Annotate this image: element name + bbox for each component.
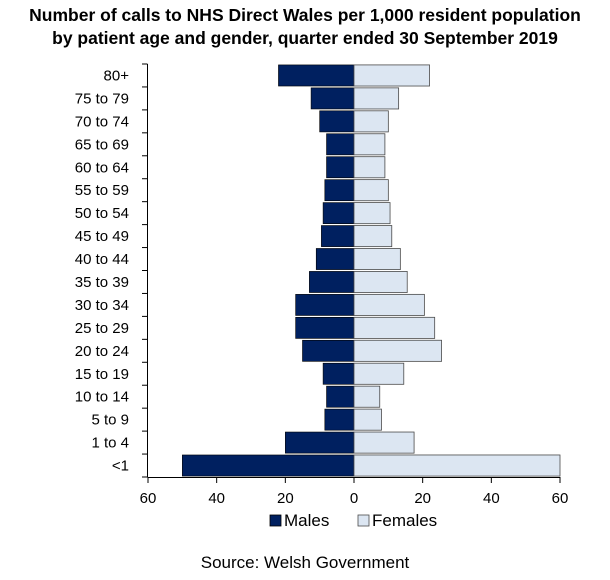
- legend: Males Females: [269, 511, 437, 530]
- bar-females-4: [353, 156, 386, 179]
- bar-males-16: [285, 431, 355, 454]
- y-tick-label: 75 to 79: [75, 90, 129, 107]
- bar-males-14: [326, 385, 355, 408]
- x-tick-label: 40: [483, 490, 500, 507]
- y-tick-label: 35 to 39: [75, 274, 129, 291]
- y-axis-labels: 80+ 75 to 79 70 to 74 65 to 69 60 to 64 55 to…: [75, 67, 129, 474]
- bar-females-15: [353, 408, 382, 431]
- bar-males-0: [278, 64, 355, 87]
- x-tick-label: 40: [208, 490, 225, 507]
- bar-males-11: [295, 317, 355, 339]
- bar-females-13: [353, 362, 405, 385]
- bar-females-1: [353, 87, 400, 110]
- bar-males-10: [295, 294, 355, 316]
- y-tick-label: 80+: [104, 67, 130, 84]
- bar-males-5: [324, 179, 355, 202]
- legend-swatch-females: [357, 514, 370, 527]
- bar-females-8: [353, 248, 401, 270]
- bar-females-2: [353, 110, 389, 133]
- y-tick-label: 60 to 64: [75, 159, 129, 176]
- bar-females-5: [353, 179, 389, 202]
- y-tick-label: 45 to 49: [75, 228, 129, 245]
- y-tick-label: 20 to 24: [75, 343, 129, 360]
- bar-females-7: [353, 225, 393, 248]
- bar-females-14: [353, 385, 381, 408]
- y-tick-label: 10 to 14: [75, 389, 129, 406]
- bar-females-10: [353, 293, 425, 316]
- y-tick-label: 1 to 4: [91, 435, 129, 452]
- bar-females-9: [353, 271, 408, 293]
- y-tick-label: 50 to 54: [75, 205, 129, 222]
- bar-females-17: [353, 454, 561, 477]
- bar-females-0: [353, 64, 430, 87]
- legend-label-males: Males: [284, 511, 329, 530]
- x-axis-labels: 60 40 20 0 20 40 60: [140, 490, 569, 507]
- y-tick-label: 55 to 59: [75, 182, 129, 199]
- x-tick-label: 60: [552, 490, 569, 507]
- x-tick-label: 20: [414, 490, 431, 507]
- bar-females-12: [353, 339, 442, 362]
- y-tick-label: 25 to 29: [75, 320, 129, 337]
- bar-males-8: [315, 248, 355, 270]
- y-tick-label: 15 to 19: [75, 366, 129, 383]
- bar-males-6: [322, 202, 355, 224]
- bar-males-13: [322, 362, 355, 385]
- legend-swatch-males: [269, 514, 282, 527]
- bar-males-12: [302, 339, 355, 362]
- bar-males-3: [326, 133, 355, 156]
- bars-layer: [182, 64, 561, 477]
- bar-males-17: [182, 454, 355, 477]
- chart-title: Number of calls to NHS Direct Wales per …: [0, 4, 610, 50]
- bar-females-16: [353, 431, 415, 454]
- chart-title-line-1: Number of calls to NHS Direct Wales per …: [29, 5, 581, 25]
- bar-males-15: [324, 408, 355, 431]
- x-tick-label: 20: [277, 490, 294, 507]
- bar-males-4: [326, 156, 355, 179]
- bar-females-3: [353, 133, 386, 156]
- x-tick-label: 60: [140, 490, 157, 507]
- bar-males-1: [310, 87, 355, 110]
- bar-females-11: [353, 316, 436, 339]
- chart-title-line-2: by patient age and gender, quarter ended…: [52, 28, 558, 48]
- source-note: Source: Welsh Government: [200, 553, 410, 572]
- axis-layer: [142, 63, 561, 483]
- bar-males-7: [321, 225, 355, 247]
- bar-males-9: [309, 271, 355, 293]
- y-tick-label: 5 to 9: [91, 412, 129, 429]
- y-tick-label: 65 to 69: [75, 136, 129, 153]
- y-tick-label: 40 to 44: [75, 251, 129, 268]
- bar-males-2: [319, 110, 355, 133]
- y-tick-label: 70 to 74: [75, 113, 129, 130]
- y-tick-label: 30 to 34: [75, 297, 129, 314]
- bar-females-6: [353, 202, 391, 225]
- x-tick-label: 0: [350, 490, 358, 507]
- y-tick-label: <1: [112, 458, 129, 475]
- legend-label-females: Females: [372, 511, 437, 530]
